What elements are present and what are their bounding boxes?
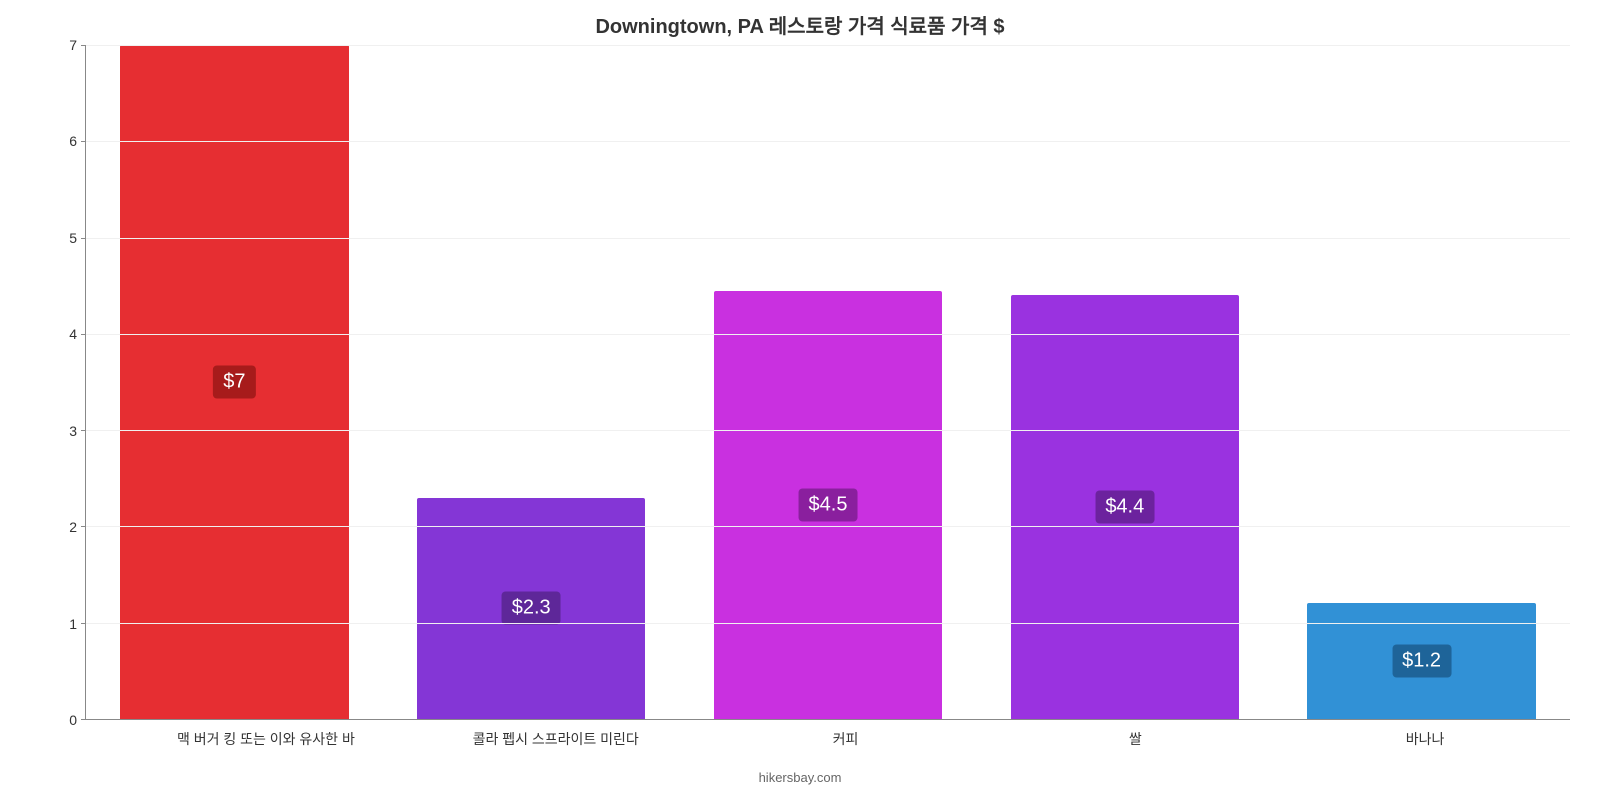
grid-line (86, 238, 1570, 239)
x-labels: 맥 버거 킹 또는 이와 유사한 바콜라 펩시 스프라이트 미린다커피쌀바나나 (121, 729, 1570, 749)
y-tick-label: 1 (69, 616, 77, 632)
bar-value-label: $4.5 (799, 488, 858, 521)
y-tick-label: 5 (69, 230, 77, 246)
grid-line (86, 623, 1570, 624)
attribution-text: hikersbay.com (0, 770, 1600, 785)
y-axis: 01234567 (50, 45, 85, 720)
grid-line (86, 45, 1570, 46)
plot-area: 01234567 $7$2.3$4.5$4.4$1.2 맥 버거 킹 또는 이와… (50, 45, 1570, 720)
y-tick-label: 0 (69, 712, 77, 728)
chart-title: Downingtown, PA 레스토랑 가격 식료품 가격 $ (0, 0, 1600, 39)
bar-slot: $1.2 (1273, 45, 1570, 719)
grid-line (86, 430, 1570, 431)
bar: $7 (120, 45, 349, 719)
grid-area: $7$2.3$4.5$4.4$1.2 맥 버거 킹 또는 이와 유사한 바콜라 … (85, 45, 1570, 720)
y-tick-mark (81, 719, 86, 720)
bar: $4.5 (714, 291, 943, 719)
bar: $1.2 (1307, 603, 1536, 719)
bar: $4.4 (1011, 295, 1240, 719)
bars-container: $7 $2.3 $4.5 $4.4 $1.2 (86, 45, 1570, 719)
grid-line (86, 526, 1570, 527)
bar-value-label: $2.3 (502, 592, 561, 625)
y-tick-label: 4 (69, 326, 77, 342)
x-category-label: 바나나 (1280, 729, 1570, 749)
x-category-label: 맥 버거 킹 또는 이와 유사한 바 (121, 729, 411, 749)
bar-value-label: $7 (213, 366, 255, 399)
grid-line (86, 334, 1570, 335)
y-tick-label: 3 (69, 423, 77, 439)
chart-container: Downingtown, PA 레스토랑 가격 식료품 가격 $ 0 1 2 3 4 5 6… (0, 0, 1600, 800)
y-tick-label: 6 (69, 133, 77, 149)
y-tick-label: 7 (69, 37, 77, 53)
x-category-label: 콜라 펩시 스프라이트 미린다 (411, 729, 701, 749)
x-category-label: 커피 (701, 729, 991, 749)
bar-slot: $7 (86, 45, 383, 719)
grid-line (86, 141, 1570, 142)
y-tick-label: 2 (69, 519, 77, 535)
bar-value-label: $1.2 (1392, 645, 1451, 678)
x-category-label: 쌀 (990, 729, 1280, 749)
bar-slot: $4.5 (680, 45, 977, 719)
bar-slot: $4.4 (976, 45, 1273, 719)
bar-slot: $2.3 (383, 45, 680, 719)
bar-value-label: $4.4 (1095, 491, 1154, 524)
bar: $2.3 (417, 498, 646, 719)
